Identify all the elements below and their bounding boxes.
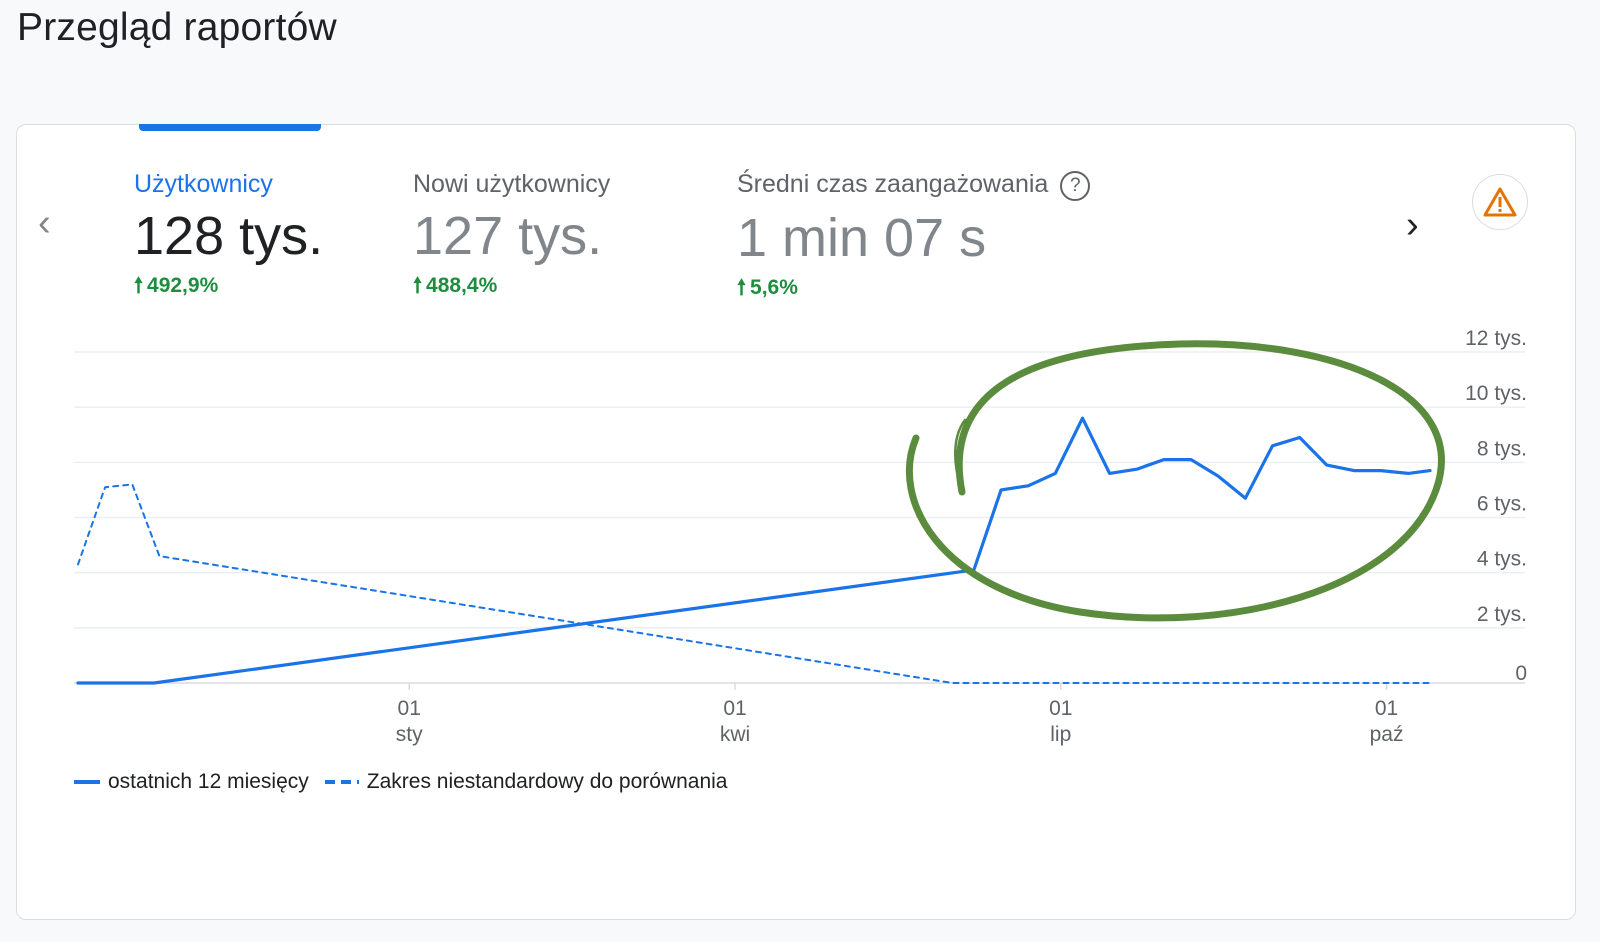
metric-change-value: 5,6% [750,276,798,299]
metric-change: 🠕 5,6% [737,273,1090,308]
x-tick-label-month: sty [396,723,423,746]
metric-value: 127 tys. [413,206,603,266]
chevron-right-icon: › [1406,204,1419,246]
warning-button[interactable] [1472,174,1528,230]
y-tick-label: 4 tys. [1477,548,1527,571]
metric-value: 128 tys. [134,206,324,266]
help-icon[interactable]: ? [1060,171,1091,201]
metric-change: 🠕 492,9% [134,271,323,306]
metric-users[interactable]: Użytkownicy 128 tys. 🠕 492,9% [134,170,323,306]
metric-change-value: 492,9% [147,274,219,297]
legend-swatch-dashed [324,780,359,784]
metric-label: Nowi użytkownicy [413,170,611,198]
active-tab-indicator [139,124,321,131]
page-title: Przegląd raportów [17,6,337,49]
x-tick-label-day: 01 [398,697,421,720]
annotation-circle [905,340,1445,622]
x-tick-label-month: kwi [720,723,750,746]
y-tick-label: 6 tys. [1477,493,1527,516]
y-tick-label: 0 [1515,662,1527,685]
x-tick-label-month: lip [1050,723,1071,746]
series-line-current [76,416,1432,685]
legend-label: Zakres niestandardowy do porównania [366,770,728,793]
legend-item-current[interactable]: ostatnich 12 miesięcy [74,770,309,794]
metric-label: Użytkownicy [134,170,273,198]
metric-change-value: 488,4% [426,274,498,297]
chart-legend: ostatnich 12 miesięcy Zakres niestandard… [74,770,743,794]
metric-new-users[interactable]: Nowi użytkownicy 127 tys. 🠕 488,4% [413,170,610,306]
metric-label-text: Średni czas zaangażowania [737,170,1049,198]
series-line-comparison [77,483,1431,684]
metric-avg-engagement-time[interactable]: Średni czas zaangażowania? 1 min 07 s 🠕 5… [737,170,1091,308]
x-tick-label-day: 01 [1049,697,1072,720]
report-card [16,124,1576,920]
next-metric-button[interactable]: › [1406,206,1419,244]
metric-change: 🠕 488,4% [413,271,610,306]
y-tick-label: 12 tys. [1465,327,1527,350]
legend-label: ostatnich 12 miesięcy [108,770,309,793]
legend-swatch-solid [74,780,100,784]
metric-value: 1 min 07 s [737,208,987,268]
arrow-up-icon: 🠕 [737,276,747,299]
warning-triangle-icon [1483,187,1517,217]
prev-metric-button[interactable]: ‹ [38,204,51,242]
chevron-left-icon: ‹ [38,202,51,244]
x-tick-label-day: 01 [1375,697,1398,720]
metric-label: Średni czas zaangażowania? [737,170,1091,201]
annotation-circle-tail [954,418,967,494]
y-tick-label: 10 tys. [1465,382,1527,405]
y-tick-label: 8 tys. [1477,437,1527,460]
arrow-up-icon: 🠕 [413,274,423,297]
y-tick-label: 2 tys. [1477,603,1527,626]
x-tick-label-month: paź [1370,723,1404,746]
arrow-up-icon: 🠕 [134,274,144,297]
legend-item-comparison[interactable]: Zakres niestandardowy do porównania [324,770,728,794]
x-tick-label-day: 01 [723,697,746,720]
